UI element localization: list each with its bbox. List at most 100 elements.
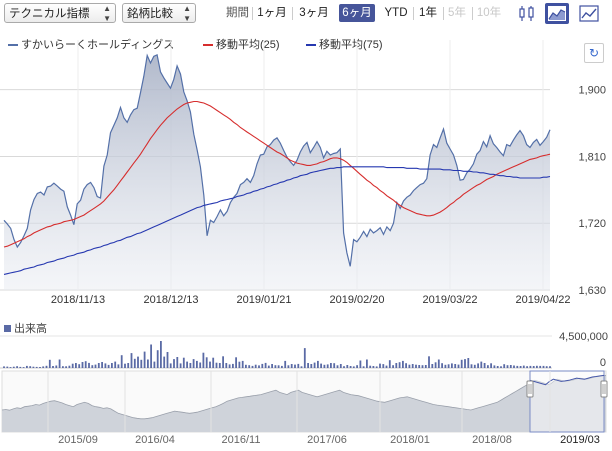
volume-bar [385,365,388,368]
volume-bar [542,365,545,368]
volume-bar [271,364,273,368]
chart-toolbar: テクニカル指標 ▲ ▼ 銘柄比較 ▲ ▼ 期間 1ヶ月 3ヶ月 6ヶ月 YTD 1年… [0,0,612,28]
volume-bar [437,359,440,368]
volume-bar [241,360,244,368]
volume-bar [111,363,113,368]
navigator-selected-range [529,370,605,433]
volume-bar [307,363,309,368]
volume-bar [16,366,18,368]
volume-swatch [4,325,11,332]
volume-bar [153,361,156,368]
volume-bar [205,357,208,368]
volume-bar [421,365,424,368]
volume-bar [411,364,414,368]
refresh-button[interactable]: ↻ [584,43,604,63]
volume-bar [39,367,41,368]
legend-swatch [306,44,316,47]
volume-bar [124,363,126,368]
volume-bar [120,355,123,368]
volume-bar [264,362,267,368]
volume-bar [199,362,202,368]
volume-bar [6,366,9,368]
volume-bar [352,366,355,368]
volume-bar [294,364,296,368]
y-tick-label: 1,720 [578,218,606,230]
volume-bar [156,350,159,368]
volume-bar [444,364,447,368]
volume-bar [179,363,182,368]
period-ytd[interactable]: YTD [384,7,408,19]
volume-bar [303,348,306,368]
volume-bar [536,365,538,368]
volume-bar [333,363,336,368]
navigator-area [2,375,606,432]
volume-bar [114,361,117,368]
technical-indicator-select[interactable]: テクニカル指標 ▲ ▼ [4,3,116,23]
select-arrows-icon: ▲ ▼ [103,4,111,23]
volume-bar [104,363,107,368]
volume-bar [22,367,25,368]
volume-bar [343,366,345,368]
volume-bar [379,363,381,368]
technical-indicator-select-label: テクニカル指標 [9,8,90,20]
volume-bar [487,365,489,368]
volume-bar [297,363,300,368]
select-arrows-icon: ▲ ▼ [183,4,191,23]
price-line [3,53,551,267]
volume-bar [71,363,74,368]
volume-bar [215,362,218,368]
period-1m[interactable]: 1ヶ月 [257,7,287,19]
volume-bar [431,364,434,368]
volume-bar [19,366,22,368]
volume-bar [447,364,450,368]
line-chart-icon[interactable] [577,4,601,23]
volume-bar [375,366,378,368]
volume-bar [402,360,404,368]
volume-bar [506,365,509,368]
volume-bar [480,361,483,368]
volume-bar [238,361,241,368]
period-1y[interactable]: 1年 [419,7,437,19]
navigator-right-handle[interactable] [600,380,608,398]
navigator-left-handle[interactable] [526,380,534,398]
volume-bar [147,359,149,368]
volume-bar [94,364,97,368]
x-tick-label: 2019/01/21 [236,294,291,306]
volume-bar [274,365,277,368]
refresh-icon: ↻ [588,46,600,60]
volume-bar [254,364,257,368]
volume-bar [356,365,358,368]
x-tick-label: 2019/03/22 [422,294,477,306]
volume-bar [78,364,81,368]
volume-bar [130,353,133,368]
volume-bar [313,362,316,368]
volume-bar [362,366,365,368]
volume-bar [366,359,368,368]
legend-label: すかいらーくホールディングス [21,39,175,51]
volume-bar [29,366,32,368]
period-6m[interactable]: 6ヶ月 [339,4,375,22]
volume-bar [35,366,38,368]
volume-bar [251,365,254,368]
volume-bar [428,356,430,368]
volume-bar [513,365,515,368]
period-label: 期間 [226,7,249,19]
volume-bar [133,358,136,368]
volume-bar [310,364,313,368]
volume-bar [509,365,512,368]
compare-select[interactable]: 銘柄比較 ▲ ▼ [122,3,196,23]
area-chart-icon[interactable] [545,3,569,24]
volume-bar [212,357,215,368]
period-3m[interactable]: 3ヶ月 [299,7,329,19]
candlestick-chart-icon[interactable] [517,4,537,23]
volume-bar [137,356,139,368]
ma75-line [3,166,551,275]
volume-bar [382,364,385,368]
volume-bar [339,364,342,368]
volume-bar [196,360,198,368]
volume-tick-label: 4,500,000 [559,331,608,343]
volume-bar [434,362,437,368]
navigator-tick-label: 2015/09 [58,434,98,446]
divider [472,7,473,20]
